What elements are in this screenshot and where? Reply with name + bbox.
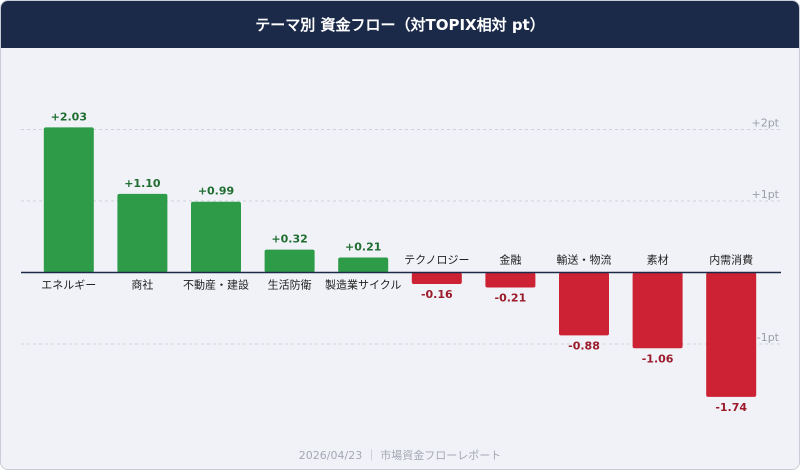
x-tick-label: 商社 [131,278,153,292]
x-tick-label: 内需消費 [709,253,753,267]
bar [264,249,315,273]
x-tick-label: 素材 [647,253,669,267]
value-label: +1.10 [124,177,161,190]
x-tick-label: 金融 [499,253,521,267]
header: テーマ別 資金フロー（対TOPIX相対 pt） [1,1,799,48]
footer: 2026/04/23 ｜ 市場資金フローレポート [298,449,502,462]
x-tick-label: エネルギー [41,279,96,292]
bar [117,193,168,273]
bar [191,201,241,273]
bar [559,272,609,336]
x-tick-label: 不動産・建設 [183,278,249,292]
value-label: +0.99 [198,185,234,198]
bar [485,272,536,288]
value-label: -1.74 [715,401,747,414]
value-label: +0.21 [345,240,381,253]
value-label: -0.16 [421,288,453,301]
footer-date: 2026/04/23 [298,449,363,462]
value-label: +0.32 [271,233,307,246]
bar [43,127,94,273]
bar [338,257,389,273]
x-tick-label: 輸送・物流 [557,253,612,267]
bar [411,272,462,284]
value-label: -0.88 [568,339,600,352]
x-tick-label: 生活防衛 [268,278,312,292]
bar [632,272,683,349]
x-tick-label: 製造業サイクル [325,278,401,292]
value-label: -1.06 [642,352,674,365]
x-tick-label: テクノロジー [404,254,469,267]
value-label: -0.21 [495,292,527,305]
footer-source: 市場資金フローレポート [380,449,502,462]
chart-title: テーマ別 資金フロー（対TOPIX相対 pt） [255,16,545,34]
y-tick-label: +2pt [751,117,779,130]
bar [706,272,757,397]
y-tick-label: +1pt [751,188,779,201]
value-label: +2.03 [51,110,87,123]
y-tick-label: -1pt [757,331,780,344]
